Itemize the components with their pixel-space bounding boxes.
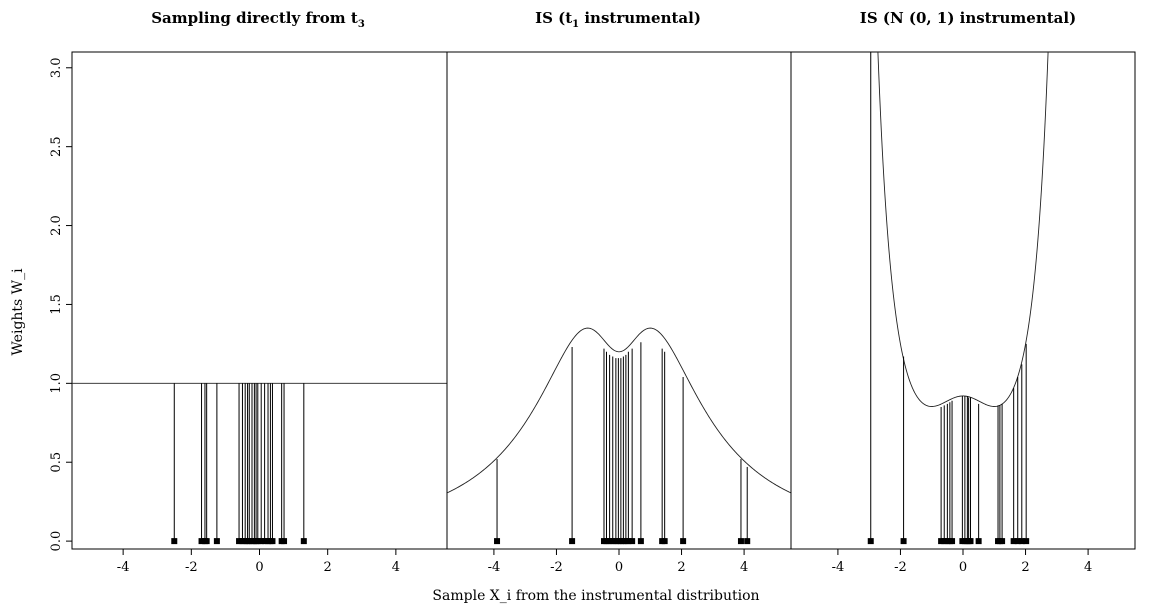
sample-point [198, 538, 205, 545]
sample-point [203, 538, 210, 545]
sample-point [637, 538, 644, 545]
sample-point [213, 538, 220, 545]
y-axis-label: Weights W_i [10, 268, 26, 356]
panel-frame [446, 51, 792, 550]
x-tick-label: 0 [959, 560, 967, 575]
sample-point [629, 538, 636, 545]
x-tick-label: -2 [185, 560, 198, 575]
sample-point [938, 538, 945, 545]
sample-point [569, 538, 576, 545]
x-tick-label: -2 [550, 560, 563, 575]
sample-point [269, 538, 276, 545]
x-tick-label: 0 [615, 560, 623, 575]
x-tick-label: 2 [677, 560, 685, 575]
sample-point [171, 538, 178, 545]
sample-point [1023, 538, 1030, 545]
weight-curve [447, 327, 791, 494]
sample-point [494, 538, 501, 545]
sample-point [941, 538, 948, 545]
x-tick-label: -4 [488, 560, 501, 575]
x-tick-label: 4 [392, 560, 400, 575]
sample-point [281, 538, 288, 545]
panel-frame [71, 51, 448, 550]
x-tick-label: 4 [740, 560, 748, 575]
sample-point [900, 538, 907, 545]
sample-point [1010, 538, 1017, 545]
plot-panels: -4 -2 0 2 4 0.0 0.5 1.0 1.5 2.0 2.5 3.0 -4 -2 0 2 4 -4 -2 0… [49, 51, 1136, 575]
x-tick-label: -4 [117, 560, 130, 575]
sample-point [258, 538, 265, 545]
x-tick-label: -4 [832, 560, 845, 575]
x-tick-label: 2 [1021, 560, 1029, 575]
sample-point [1014, 538, 1021, 545]
panel-2: -4 -2 0 2 4 [446, 51, 792, 575]
sample-point [999, 538, 1006, 545]
sample-point [661, 538, 668, 545]
panel-3-title: IS (N (0, 1) instrumental) [860, 9, 1076, 27]
sample-point [975, 538, 982, 545]
sample-point [680, 538, 687, 545]
sample-point [603, 538, 610, 545]
sample-point [744, 538, 751, 545]
sample-point [737, 538, 744, 545]
panel-1: -4 -2 0 2 4 0.0 0.5 1.0 1.5 2.0 2.5 3.0 [49, 51, 448, 575]
sample-point [606, 538, 613, 545]
x-tick-label: 4 [1084, 560, 1092, 575]
sample-point [254, 538, 261, 545]
panel-frame [790, 51, 1136, 550]
y-tick-label: 3.0 [49, 57, 64, 78]
sample-point [949, 538, 956, 545]
y-tick-label: 2.0 [49, 215, 64, 236]
sample-point [261, 538, 268, 545]
sample-point [300, 538, 307, 545]
x-tick-label: 0 [255, 560, 263, 575]
y-tick-label: 2.5 [49, 136, 64, 157]
sample-point [867, 538, 874, 545]
weight-curve [877, 52, 1049, 407]
sample-point [236, 538, 243, 545]
y-tick-label: 1.5 [49, 294, 64, 315]
sample-point [967, 538, 974, 545]
panel-3: -4 -2 0 2 4 [790, 51, 1136, 575]
panel-2-title: IS (t1 instrumental) [535, 9, 701, 30]
x-axis-label: Sample X_i from the instrumental distrib… [432, 588, 759, 604]
panel-1-title: Sampling directly from t3 [151, 9, 365, 30]
x-tick-label: -2 [894, 560, 907, 575]
sample-point [609, 538, 616, 545]
sample-point [625, 538, 632, 545]
y-tick-label: 0.5 [49, 452, 64, 473]
y-tick-label: 0.0 [49, 531, 64, 552]
sample-point [1018, 538, 1025, 545]
x-tick-label: 2 [324, 560, 332, 575]
y-tick-label: 1.0 [49, 373, 64, 394]
